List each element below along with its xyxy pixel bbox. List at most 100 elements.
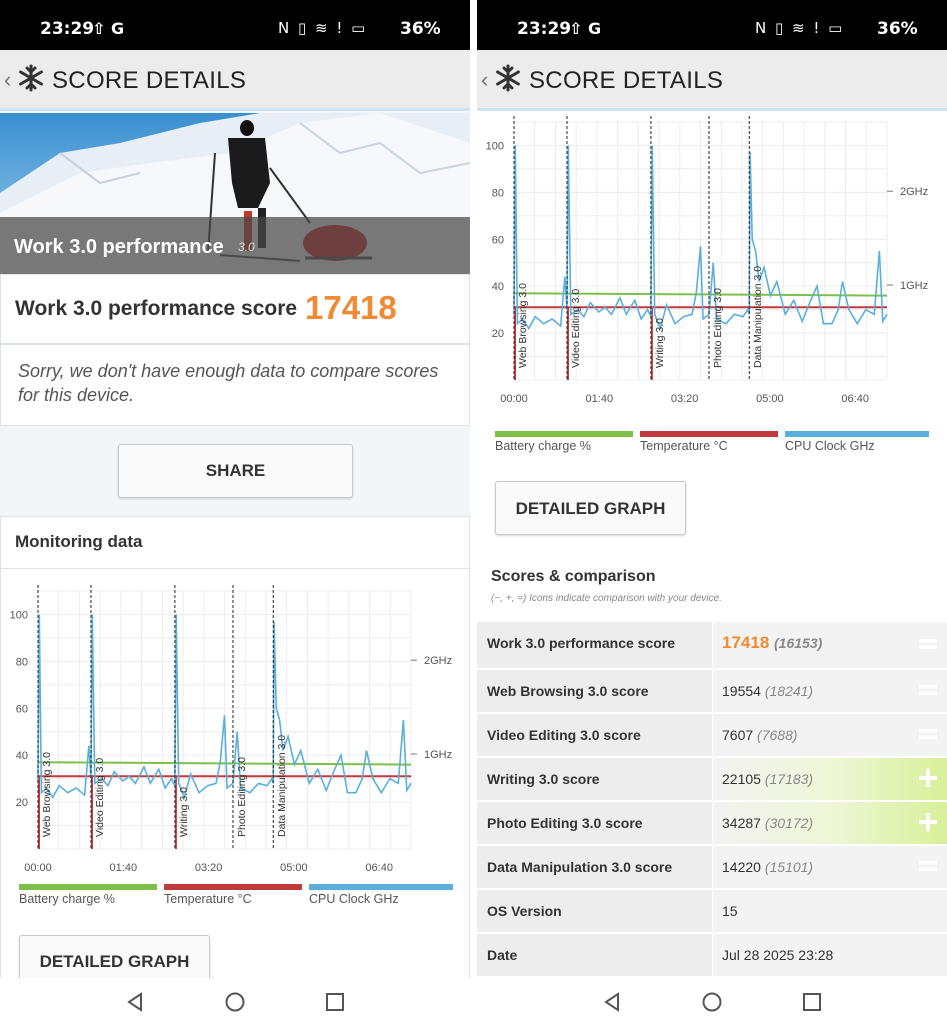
- app-bar: ‹ SCORE DETAILS: [477, 50, 947, 111]
- score-row-value-cell: 19554 (18241): [713, 670, 947, 712]
- score-row-label: OS Version: [487, 903, 562, 919]
- score-row-value: 7607 (7688): [722, 727, 798, 743]
- status-notification-icons: ⇧ G: [92, 19, 125, 38]
- y-tick-label: 60: [492, 234, 504, 246]
- plus-icon: [919, 813, 937, 831]
- monitoring-title: Monitoring data: [15, 532, 143, 551]
- score-row-value-cell: 17418 (16153): [713, 622, 947, 668]
- nav-home-icon[interactable]: [701, 991, 723, 1013]
- back-chevron-icon[interactable]: ‹: [4, 67, 12, 92]
- segment-label: Data Manipulation 3.0: [752, 266, 764, 368]
- y-tick-label: 40: [16, 750, 28, 762]
- score-row-value-cell: 7607 (7688): [713, 714, 947, 756]
- score-card: Work 3.0 performance score 17418: [0, 274, 470, 344]
- nav-back-icon[interactable]: [124, 991, 146, 1013]
- compare-note: Sorry, we don't have enough data to comp…: [18, 361, 439, 405]
- app-bar: ‹ SCORE DETAILS: [0, 50, 470, 111]
- segment-label: Photo Editing 3.0: [712, 288, 724, 368]
- legend-cpu-label: CPU Clock GHz: [785, 439, 875, 453]
- battery-percent: 36%: [400, 19, 441, 39]
- score-row-value-cell: 22105 (17183): [713, 758, 947, 800]
- back-chevron-icon[interactable]: ‹: [481, 67, 489, 92]
- nav-back-icon[interactable]: [601, 991, 623, 1013]
- status-time: 23:29: [517, 19, 572, 39]
- score-row-label-cell: Web Browsing 3.0 score: [477, 670, 712, 712]
- cpu-series-line: [37, 614, 412, 800]
- divider: [1, 568, 470, 569]
- x-tick-label: 01:40: [586, 393, 614, 405]
- score-row-label: Data Manipulation 3.0 score: [487, 859, 673, 875]
- score-compare-text: (30172): [764, 815, 814, 831]
- right-tick-label: 2GHz: [900, 186, 928, 198]
- x-tick-label: 06:40: [841, 393, 869, 405]
- segment-label: Web Browsing 3.0: [517, 283, 529, 368]
- legend-temperature-swatch: [640, 431, 778, 437]
- score-row: Data Manipulation 3.0 score 14220 (15101): [477, 846, 947, 888]
- nav-bar: [477, 978, 947, 1024]
- x-tick-label: 00:00: [500, 393, 528, 405]
- cpu-series-line: [513, 145, 888, 331]
- score-row-value-cell: 14220 (15101): [713, 846, 947, 888]
- score-row: Video Editing 3.0 score 7607 (7688): [477, 714, 947, 756]
- score-row: Date Jul 28 2025 23:28: [477, 934, 947, 976]
- score-value-text: 14220: [722, 859, 761, 875]
- right-screen: 23:29 ⇧ G N ▯ ≋ ! ▭ 36% ‹ SCORE DETAILS …: [477, 0, 947, 1024]
- hero-caption: Work 3.0 performance 3.0: [0, 217, 470, 274]
- score-row-value-cell: 34287 (30172): [713, 802, 947, 844]
- y-tick-label: 60: [16, 703, 28, 715]
- detailed-graph-button[interactable]: DETAILED GRAPH: [495, 481, 686, 535]
- x-tick-label: 01:40: [110, 862, 138, 874]
- score-row-value: 19554 (18241): [722, 683, 813, 699]
- screen-divider: [470, 0, 477, 1024]
- nav-home-icon[interactable]: [224, 991, 246, 1013]
- segment-label: Video Editing 3.0: [570, 289, 582, 368]
- scores-section-title: Scores & comparison: [491, 568, 656, 585]
- monitoring-chart: 20 40 60 80 100 2GHz 1GHz 00:00 01:40 03:20 05:00 0…: [10, 585, 452, 874]
- share-button[interactable]: SHARE: [118, 444, 353, 498]
- score-row-label-cell: Date: [477, 934, 712, 976]
- hero-title: Work 3.0 performance: [14, 236, 224, 258]
- score-row-label: Date: [487, 947, 518, 963]
- equals-icon: [919, 685, 937, 695]
- status-bar: 23:29 ⇧ G N ▯ ≋ ! ▭ 36%: [477, 0, 947, 50]
- score-row-value: Jul 28 2025 23:28: [722, 947, 833, 963]
- score-value-text: 22105: [722, 771, 761, 787]
- page-title: SCORE DETAILS: [529, 67, 724, 94]
- score-compare-text: (16153): [774, 635, 823, 651]
- score-label: Work 3.0 performance score: [15, 297, 298, 320]
- page-title: SCORE DETAILS: [52, 67, 247, 94]
- score-row-label: Web Browsing 3.0 score: [487, 683, 649, 699]
- right-tick-label: 1GHz: [900, 280, 928, 292]
- legend-battery-swatch: [19, 884, 157, 890]
- legend-battery-label: Battery charge %: [19, 892, 115, 906]
- equals-icon: [919, 639, 937, 649]
- score-row-label-cell: OS Version: [477, 890, 712, 932]
- y-tick-label: 100: [486, 140, 504, 152]
- score-row-label: Writing 3.0 score: [487, 771, 600, 787]
- y-tick-label: 40: [492, 281, 504, 293]
- legend-temperature-label: Temperature °C: [164, 892, 252, 906]
- legend-cpu-swatch: [785, 431, 929, 437]
- score-row: Photo Editing 3.0 score 34287 (30172): [477, 802, 947, 844]
- score-row-value: 34287 (30172): [722, 815, 813, 831]
- equals-icon: [919, 729, 937, 739]
- score-row: Work 3.0 performance score 17418 (16153): [477, 622, 947, 668]
- y-tick-label: 20: [16, 797, 28, 809]
- battery-series-line: [37, 761, 412, 766]
- battery-series-line: [513, 292, 888, 297]
- score-compare-text: (15101): [764, 859, 814, 875]
- legend-cpu-label: CPU Clock GHz: [309, 892, 399, 906]
- legend-cpu-swatch: [309, 884, 453, 890]
- compare-note-card: Sorry, we don't have enough data to comp…: [0, 344, 470, 426]
- status-system-icons: N ▯ ≋ ! ▭: [755, 19, 845, 37]
- segment-label: Data Manipulation 3.0: [276, 735, 288, 837]
- plus-icon: [919, 769, 937, 787]
- score-compare-text: (7688): [757, 727, 798, 743]
- nav-recents-icon[interactable]: [801, 991, 823, 1013]
- nav-recents-icon[interactable]: [324, 991, 346, 1013]
- score-row-label-cell: Photo Editing 3.0 score: [477, 802, 712, 844]
- segment-label: Photo Editing 3.0: [236, 757, 248, 837]
- right-tick-label: 1GHz: [424, 749, 452, 761]
- score-row-value: 17418 (16153): [722, 633, 822, 653]
- hero-image: Work 3.0 performance 3.0: [0, 113, 470, 274]
